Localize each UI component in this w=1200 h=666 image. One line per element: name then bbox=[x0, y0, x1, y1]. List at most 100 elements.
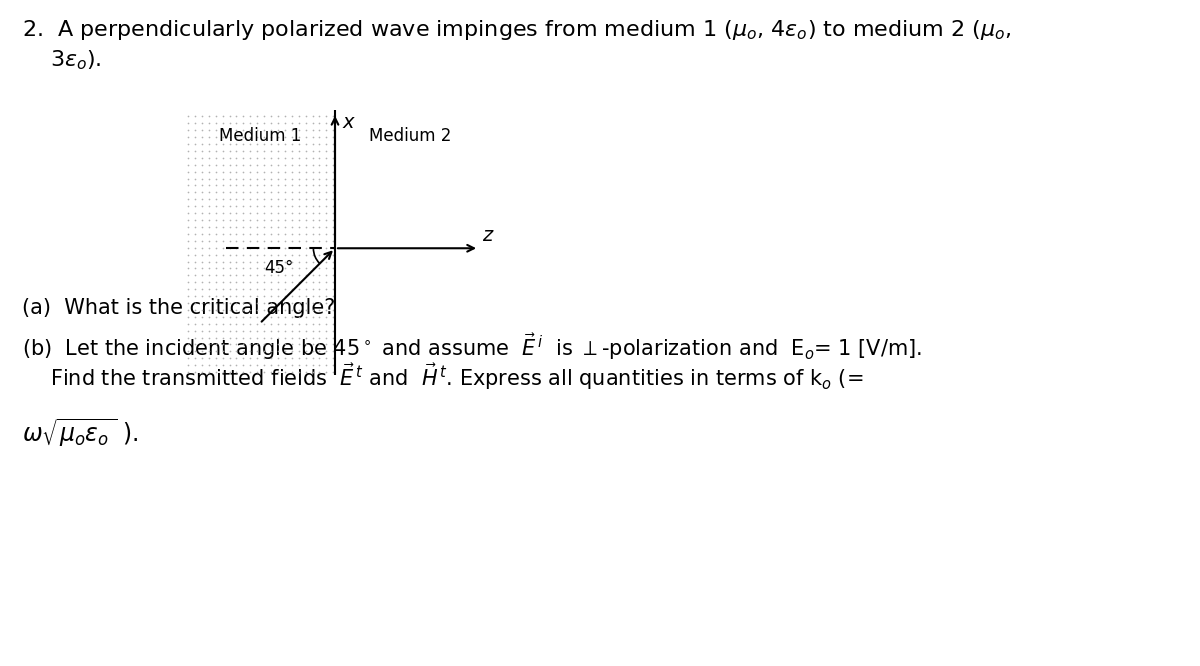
Point bbox=[220, 132, 239, 143]
Point bbox=[262, 284, 281, 294]
Point bbox=[234, 139, 253, 149]
Point bbox=[262, 166, 281, 177]
Point bbox=[324, 187, 343, 198]
Point bbox=[227, 304, 246, 315]
Point bbox=[192, 263, 211, 274]
Point bbox=[247, 132, 266, 143]
Point bbox=[199, 132, 218, 143]
Point bbox=[206, 187, 226, 198]
Point bbox=[214, 166, 233, 177]
Point bbox=[324, 118, 343, 129]
Point bbox=[206, 111, 226, 122]
Point bbox=[317, 270, 336, 280]
Point bbox=[289, 180, 308, 190]
Point bbox=[241, 312, 260, 322]
Point bbox=[262, 208, 281, 218]
Point bbox=[269, 208, 288, 218]
Point bbox=[206, 325, 226, 336]
Point bbox=[296, 360, 316, 370]
Point bbox=[186, 291, 205, 302]
Point bbox=[192, 180, 211, 190]
Point bbox=[254, 360, 274, 370]
Point bbox=[179, 111, 198, 122]
Point bbox=[275, 214, 294, 225]
Point bbox=[317, 146, 336, 157]
Point bbox=[234, 304, 253, 315]
Point bbox=[206, 291, 226, 302]
Point bbox=[247, 194, 266, 204]
Text: $\omega\sqrt{\mu_o\varepsilon_o\,}$ ).: $\omega\sqrt{\mu_o\varepsilon_o\,}$ ). bbox=[22, 416, 139, 448]
Point bbox=[262, 325, 281, 336]
Point bbox=[199, 153, 218, 163]
Point bbox=[247, 208, 266, 218]
Point bbox=[296, 166, 316, 177]
Point bbox=[262, 242, 281, 253]
Point bbox=[282, 277, 301, 288]
Point bbox=[296, 284, 316, 294]
Point bbox=[296, 332, 316, 343]
Point bbox=[186, 208, 205, 218]
Point bbox=[227, 173, 246, 184]
Point bbox=[275, 208, 294, 218]
Point bbox=[324, 318, 343, 329]
Point bbox=[269, 270, 288, 280]
Point bbox=[275, 242, 294, 253]
Point bbox=[186, 298, 205, 308]
Point bbox=[241, 166, 260, 177]
Point bbox=[179, 298, 198, 308]
Point bbox=[241, 256, 260, 267]
Point bbox=[227, 360, 246, 370]
Point bbox=[254, 291, 274, 302]
Point bbox=[179, 332, 198, 343]
Point bbox=[275, 284, 294, 294]
Point bbox=[186, 304, 205, 315]
Point bbox=[241, 187, 260, 198]
Point bbox=[234, 222, 253, 232]
Point bbox=[192, 236, 211, 246]
Point bbox=[302, 153, 322, 163]
Point bbox=[199, 249, 218, 260]
Point bbox=[310, 318, 329, 329]
Point bbox=[227, 194, 246, 204]
Point bbox=[324, 194, 343, 204]
Point bbox=[206, 332, 226, 343]
Point bbox=[214, 228, 233, 239]
Point bbox=[179, 256, 198, 267]
Point bbox=[269, 249, 288, 260]
Point bbox=[186, 263, 205, 274]
Point bbox=[282, 125, 301, 135]
Point bbox=[296, 118, 316, 129]
Point bbox=[214, 242, 233, 253]
Point bbox=[247, 346, 266, 357]
Point bbox=[214, 111, 233, 122]
Point bbox=[241, 367, 260, 378]
Point bbox=[192, 173, 211, 184]
Point bbox=[317, 312, 336, 322]
Point bbox=[289, 318, 308, 329]
Point bbox=[275, 173, 294, 184]
Point bbox=[199, 367, 218, 378]
Point bbox=[186, 111, 205, 122]
Point bbox=[262, 201, 281, 212]
Point bbox=[302, 249, 322, 260]
Point bbox=[324, 132, 343, 143]
Point bbox=[186, 194, 205, 204]
Point bbox=[289, 249, 308, 260]
Point bbox=[206, 125, 226, 135]
Point bbox=[269, 146, 288, 157]
Text: $x$: $x$ bbox=[342, 113, 356, 132]
Point bbox=[296, 125, 316, 135]
Point bbox=[234, 367, 253, 378]
Point bbox=[289, 228, 308, 239]
Point bbox=[241, 153, 260, 163]
Point bbox=[310, 180, 329, 190]
Point bbox=[310, 194, 329, 204]
Point bbox=[179, 277, 198, 288]
Point bbox=[206, 132, 226, 143]
Point bbox=[310, 325, 329, 336]
Point bbox=[302, 236, 322, 246]
Point bbox=[241, 159, 260, 170]
Point bbox=[302, 325, 322, 336]
Point bbox=[269, 298, 288, 308]
Point bbox=[282, 367, 301, 378]
